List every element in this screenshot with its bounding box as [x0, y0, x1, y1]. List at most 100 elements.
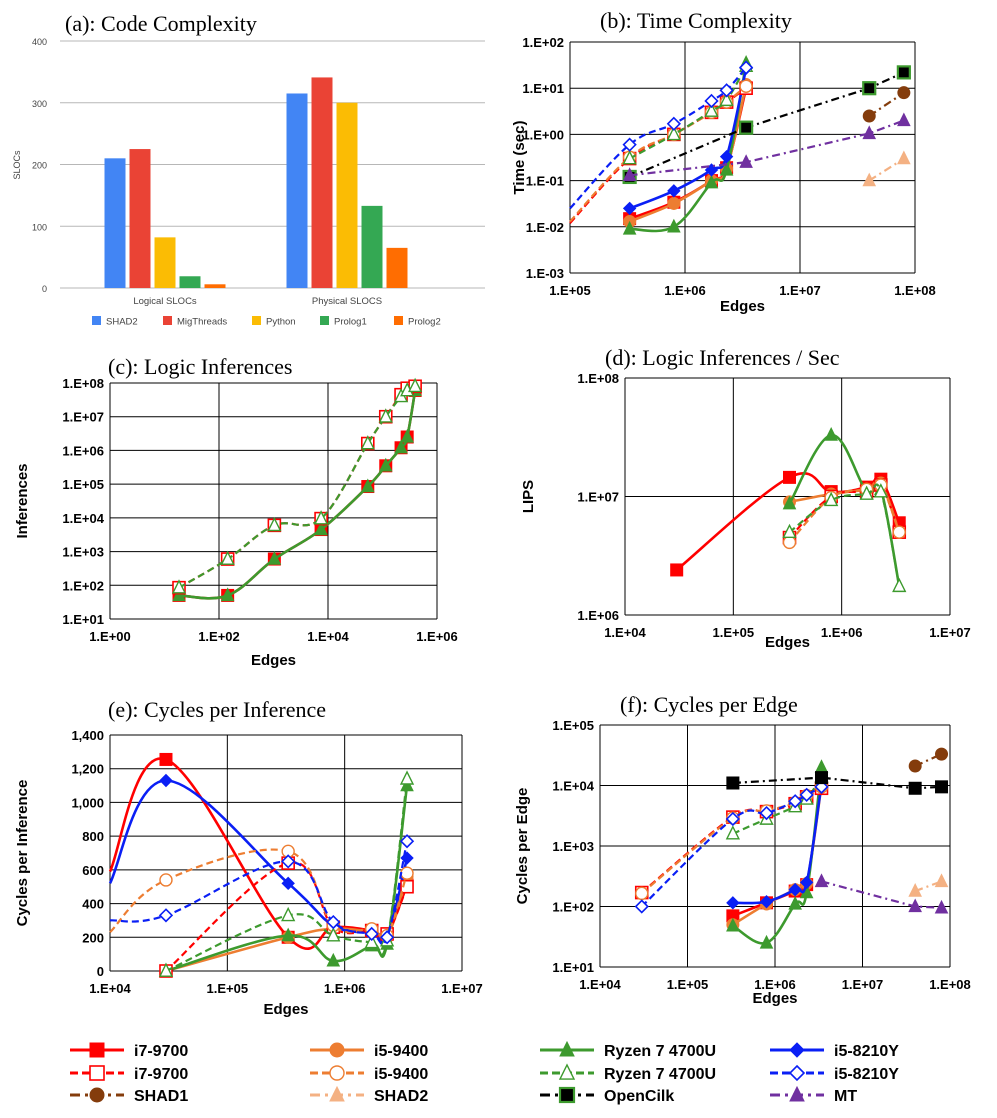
panel-b-point-ryzen [719, 91, 734, 107]
panel-c-xtick: 1.E+02 [198, 629, 240, 644]
legend-marker [89, 1087, 105, 1103]
panel-b-ytick: 1.E-01 [526, 174, 564, 189]
panel-f-ytick: 1.E+04 [552, 779, 594, 794]
panel-f-title: (f): Cycles per Edge [620, 692, 798, 717]
panel-d-xlabel: Edges [765, 634, 810, 651]
panel-c-ytick: 1.E+04 [62, 511, 104, 526]
panel-c-point-ryzen [394, 439, 408, 454]
panel-e-ytick: 1,400 [71, 728, 104, 743]
legend-entry: i5-9400 [310, 1065, 428, 1083]
legend-label: SHAD1 [134, 1088, 188, 1105]
panel-a-plot: 0 100 200 300 400 SLOCs Logical SLOCs Physical … [12, 37, 485, 328]
panel-d-point-ryzen [873, 483, 888, 498]
panel-d-plot: 1.E+04 1.E+05 1.E+06 1.E+07 1.E+06 1.E+07 1.E+… [520, 371, 971, 651]
panel-e-point-ryzen [400, 777, 414, 792]
panel-b-xtick: 1.E+07 [779, 283, 821, 298]
panel-b-xtick: 1.E+05 [549, 283, 591, 298]
panel-a-bar [311, 77, 333, 289]
panel-b-xlabel: Edges [720, 298, 765, 315]
panel-c-point-ryzen [220, 550, 235, 565]
panel-c-point-ryzen [378, 457, 393, 472]
panel-e-point-i5_9400 [159, 873, 173, 887]
panel-e-point-ryzen [364, 933, 379, 949]
panel-d-ylabel: LIPS [520, 480, 537, 513]
panel-b-point-ryzen [719, 161, 734, 176]
panel-b-point-i5_8210y [738, 60, 754, 75]
panel-b-point-ryzen [704, 174, 719, 189]
panel-e-point-ryzen [158, 962, 174, 977]
legend-marker [329, 1085, 345, 1102]
panel-f-point-opencilk [908, 781, 922, 795]
panel-e-point-i5_8210y [326, 914, 341, 930]
panel-f-point-i5_8210y [634, 899, 649, 914]
panel-b-point-ryzen [666, 125, 681, 141]
panel-c-xtick: 1.E+06 [416, 629, 458, 644]
panel-f-point-ryzen [788, 895, 802, 910]
panel-b-point-i5_8210y [622, 137, 637, 152]
panel-f-xlabel: Edges [752, 990, 797, 1007]
panel-d-xtick: 1.E+05 [713, 625, 755, 640]
legend-label: OpenCilk [604, 1088, 674, 1105]
legend-entry: i5-8210Y [770, 1042, 899, 1060]
legend-label: Ryzen 7 4700U [604, 1043, 716, 1060]
panel-b-point-shad1 [897, 86, 911, 100]
panel-d-point-ryzen [892, 577, 907, 593]
panel-e-point-ryzen [326, 952, 341, 967]
legend-label: i7-9700 [134, 1043, 188, 1060]
panel-a-title: (a): Code Complexity [65, 11, 257, 36]
panel-b-point-ryzen [704, 102, 719, 117]
panel-f-point-shad2 [908, 883, 922, 897]
panel-e: (e): Cycles per Inference [108, 697, 326, 722]
panel-e-point-ryzen [281, 927, 295, 942]
panel-e-xtick: 1.E+07 [441, 981, 483, 996]
legend-entry: Ryzen 7 4700U [540, 1063, 716, 1083]
legend-marker [558, 1063, 576, 1080]
legend-entry: i5-9400 [310, 1042, 428, 1060]
panel-b-series-line-mt [629, 119, 905, 177]
panel-f-plot: 1.E+04 1.E+05 1.E+06 1.E+07 1.E+08 1.E+01 1.E+… [514, 718, 971, 1007]
panel-a-ytick: 200 [32, 161, 47, 171]
panel-b-point-opencilk [896, 65, 911, 80]
panel-a-legend-swatch [163, 316, 172, 325]
panel-f-ylabel: Cycles per Edge [514, 788, 531, 905]
panel-a-legend-swatch [394, 316, 403, 325]
panel-f-ytick: 1.E+01 [552, 960, 594, 975]
panel-a: (a): Code Complexity [65, 11, 257, 36]
panel-a-bar [104, 158, 126, 288]
panel-f-xtick: 1.E+07 [842, 977, 884, 992]
legend-marker [558, 1086, 576, 1104]
panel-e-point-i5_8210y [399, 834, 415, 849]
panel-f-point-ryzen [725, 825, 740, 840]
panel-b-ytick: 1.E+01 [522, 81, 564, 96]
figure-legend: i7-9700 i5-9400 Ryzen 7 4700U i5-8210Y i7-97… [70, 1040, 899, 1105]
legend-entry: i5-8210Y [770, 1064, 899, 1083]
panel-e-series-line-ryzen [165, 778, 409, 973]
panel-b-point-opencilk [739, 120, 754, 135]
panel-a-legend-swatch [92, 316, 101, 325]
panel-e-point-i5_8210y [158, 908, 174, 923]
legend-label: i7-9700 [134, 1066, 188, 1083]
panel-b-plot: 1.E+05 1.E+06 1.E+07 1.E+08 1.E-03 1.E-02 1.E-… [511, 35, 936, 315]
panel-b-series-line-shad1 [868, 91, 905, 117]
panel-b-ytick: 1.E+00 [522, 127, 564, 142]
panel-b-point-ryzen [622, 220, 637, 235]
panel-e-point-i5_8210y [281, 876, 295, 891]
panel-c-xlabel: Edges [251, 652, 296, 669]
panel-f-point-i5_8210y [759, 805, 774, 821]
panel-e-point-i5_8210y [364, 926, 379, 942]
panel-f-point-shad1 [908, 759, 922, 773]
legend-entry: Ryzen 7 4700U [540, 1040, 716, 1060]
panel-c-ytick: 1.E+01 [62, 612, 104, 627]
panel-f-ytick: 1.E+02 [552, 900, 594, 915]
panel-f-point-i5_8210y [799, 875, 814, 890]
panel-a-legend-label: Python [266, 317, 296, 328]
panel-f-ytick: 1.E+03 [552, 839, 594, 854]
panel-b-point-i5_9400 [667, 196, 681, 210]
panel-e-xlabel: Edges [263, 1001, 308, 1018]
panel-d-ytick: 1.E+06 [577, 608, 619, 623]
panel-b-title: (b): Time Complexity [600, 8, 792, 33]
panel-b: (b): Time Complexity [600, 8, 792, 33]
panel-c-ytick: 1.E+08 [62, 376, 104, 391]
legend-label: i5-8210Y [834, 1066, 899, 1083]
panel-f-xtick: 1.E+04 [579, 977, 621, 992]
